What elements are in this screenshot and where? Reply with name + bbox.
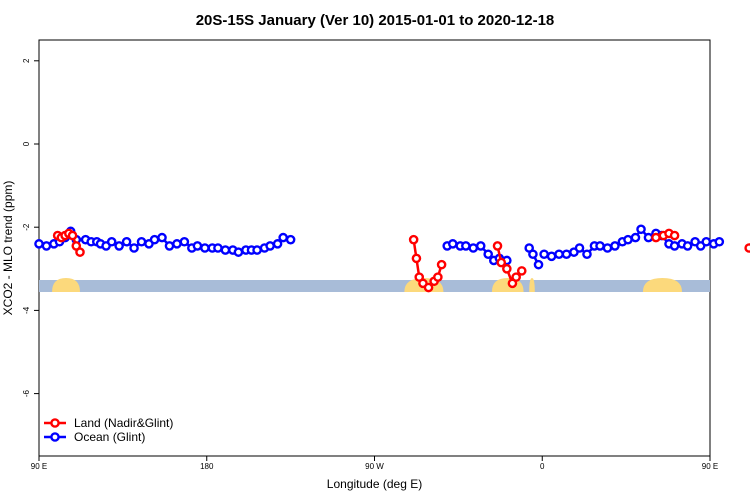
data-point — [546, 251, 557, 262]
data-point — [67, 230, 78, 241]
data-point — [447, 239, 458, 249]
data-point — [436, 259, 447, 270]
data-point — [411, 253, 422, 264]
data-point — [433, 272, 443, 282]
data-point — [136, 236, 147, 247]
data-point — [192, 241, 203, 251]
data-point — [643, 232, 654, 243]
data-point — [714, 236, 725, 247]
legend-label: Ocean (Glint) — [74, 430, 145, 444]
data-point — [408, 234, 419, 245]
data-point — [265, 241, 275, 251]
data-point — [623, 234, 633, 245]
data-point — [34, 239, 44, 249]
data-point — [582, 249, 592, 260]
data-point — [682, 241, 693, 251]
data-point — [423, 282, 434, 293]
x-axis-label: Longitude (deg E) — [327, 477, 422, 491]
data-point — [511, 272, 521, 282]
data-point — [278, 232, 288, 243]
data-point — [233, 247, 244, 257]
data-point — [220, 245, 231, 255]
data-point — [492, 241, 503, 251]
data-point — [149, 234, 160, 245]
data-point — [533, 259, 544, 270]
data-point — [669, 241, 680, 251]
data-point — [129, 243, 139, 253]
x-tick-label: 90 E — [31, 462, 47, 471]
data-point — [213, 243, 223, 253]
x-axis: 90 E 180 90 W 0 90 E — [31, 456, 718, 471]
data-point — [272, 239, 283, 249]
y-tick-label: -4 — [22, 306, 31, 314]
y-tick-label: 2 — [22, 58, 31, 63]
data-point — [475, 241, 486, 251]
data-point — [285, 234, 296, 245]
y-tick-label: -6 — [22, 389, 31, 397]
x-tick-label: 90 W — [365, 462, 384, 471]
y-tick-label: 0 — [22, 141, 31, 146]
data-point — [669, 230, 680, 241]
data-point — [651, 232, 661, 243]
data-point — [602, 243, 613, 253]
x-tick-label: 90 E — [702, 462, 718, 471]
chart-title: 20S-15S January (Ver 10) 2015-01-01 to 2… — [196, 12, 555, 29]
data-point — [554, 249, 564, 260]
data-point — [172, 239, 182, 249]
land-band — [642, 278, 683, 292]
land-band — [529, 278, 535, 292]
ocean-series — [34, 224, 725, 270]
data-point — [164, 241, 175, 251]
data-point — [516, 266, 527, 276]
data-point — [41, 241, 52, 251]
data-point — [528, 249, 538, 260]
land-series — [52, 228, 750, 293]
data-point — [200, 243, 210, 253]
y-axis: 2 0 -2 -4 -6 — [22, 58, 39, 397]
data-point — [502, 263, 512, 274]
x-tick-label: 0 — [540, 462, 545, 471]
legend-marker — [50, 418, 60, 428]
data-point — [744, 243, 750, 253]
legend-label: Land (Nadir&Glint) — [74, 416, 173, 430]
data-point — [252, 245, 262, 255]
data-point — [483, 249, 493, 260]
y-tick-label: -2 — [22, 223, 31, 231]
surface-type-band — [39, 278, 710, 292]
legend-marker — [50, 432, 60, 442]
data-point — [595, 241, 605, 251]
data-point — [75, 247, 85, 257]
data-point — [561, 249, 572, 260]
ocean-band — [39, 280, 710, 292]
legend: Land (Nadir&Glint)Ocean (Glint) — [44, 416, 173, 444]
data-point — [121, 236, 132, 247]
data-point — [610, 241, 620, 251]
series-layer — [34, 224, 750, 293]
data-point — [179, 236, 190, 247]
y-axis-label: XCO2 - MLO trend (ppm) — [1, 181, 15, 316]
data-point — [106, 236, 117, 247]
data-point — [574, 243, 585, 253]
data-point — [461, 241, 471, 251]
data-point — [630, 232, 641, 243]
data-point — [114, 241, 124, 251]
data-point — [701, 236, 712, 247]
data-point — [157, 232, 167, 243]
land-band — [52, 278, 81, 292]
x-tick-label: 180 — [200, 462, 214, 471]
data-point — [468, 243, 479, 253]
data-point — [496, 257, 507, 268]
data-point — [539, 249, 549, 260]
data-point — [636, 224, 646, 235]
